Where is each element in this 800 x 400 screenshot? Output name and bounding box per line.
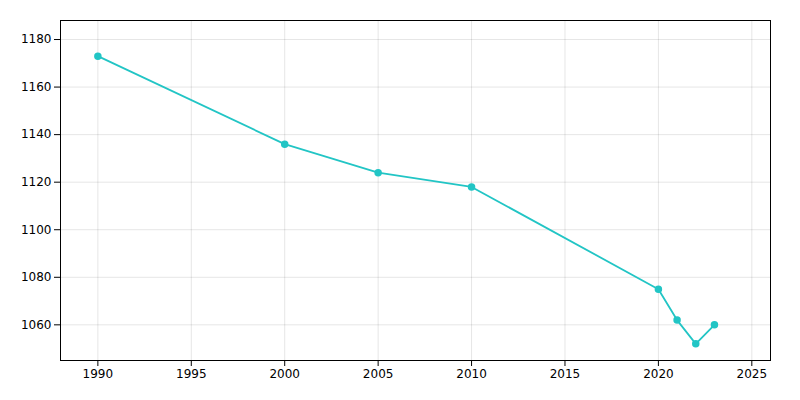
svg-text:1080: 1080	[21, 270, 52, 284]
svg-text:2000: 2000	[269, 367, 300, 381]
svg-text:1990: 1990	[83, 367, 114, 381]
svg-text:2020: 2020	[643, 367, 674, 381]
svg-text:1060: 1060	[21, 318, 52, 332]
svg-text:2015: 2015	[550, 367, 581, 381]
svg-text:2025: 2025	[737, 367, 768, 381]
svg-text:1160: 1160	[21, 80, 52, 94]
svg-text:1180: 1180	[21, 32, 52, 46]
svg-text:1995: 1995	[176, 367, 207, 381]
svg-text:2010: 2010	[456, 367, 487, 381]
svg-text:1120: 1120	[21, 175, 52, 189]
svg-text:1100: 1100	[21, 223, 52, 237]
svg-text:2005: 2005	[363, 367, 394, 381]
svg-text:1140: 1140	[21, 127, 52, 141]
